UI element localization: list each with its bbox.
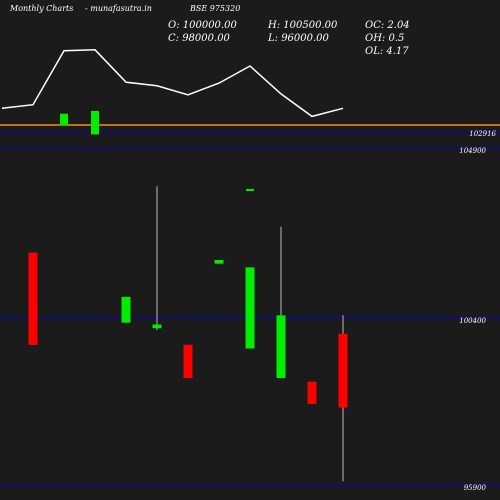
candle-body-0	[28, 252, 38, 345]
price-labels: 104900 100400 95900 102916	[459, 130, 496, 492]
candle-body-1	[121, 296, 131, 323]
indicator-bar-1	[91, 111, 99, 135]
price-label-1: 100400	[459, 317, 486, 325]
oh-value: OH: 0.5	[365, 33, 405, 44]
chart-title: Monthly Charts	[10, 4, 74, 13]
indicator-panel	[0, 49, 500, 135]
indicator-line	[1, 49, 344, 118]
candle-body-4	[214, 259, 224, 264]
indicator-bar-0	[60, 113, 68, 126]
oc-value: OC: 2.04	[365, 20, 410, 31]
candles	[28, 186, 348, 482]
candle-body-5	[245, 267, 255, 349]
site-name: - munafasutra.in	[85, 4, 152, 13]
high-value: H: 100500.00	[268, 20, 338, 31]
price-label-0: 104900	[459, 147, 486, 155]
candle-body-2	[152, 324, 162, 329]
symbol-label: BSE 975320	[190, 4, 241, 13]
candle-marker	[246, 189, 254, 191]
candle-body-3	[183, 344, 193, 379]
candle-body-8	[338, 333, 348, 408]
price-label-2: 95900	[464, 484, 487, 492]
candle-body-7	[307, 381, 317, 404]
close-value: C: 98000.00	[168, 33, 230, 44]
ol-value: OL: 4.17	[365, 46, 409, 57]
indicator-label: 102916	[469, 130, 496, 138]
low-value: L: 96000.00	[268, 33, 329, 44]
candle-body-6	[276, 315, 286, 379]
open-value: O: 100000.00	[168, 20, 237, 31]
